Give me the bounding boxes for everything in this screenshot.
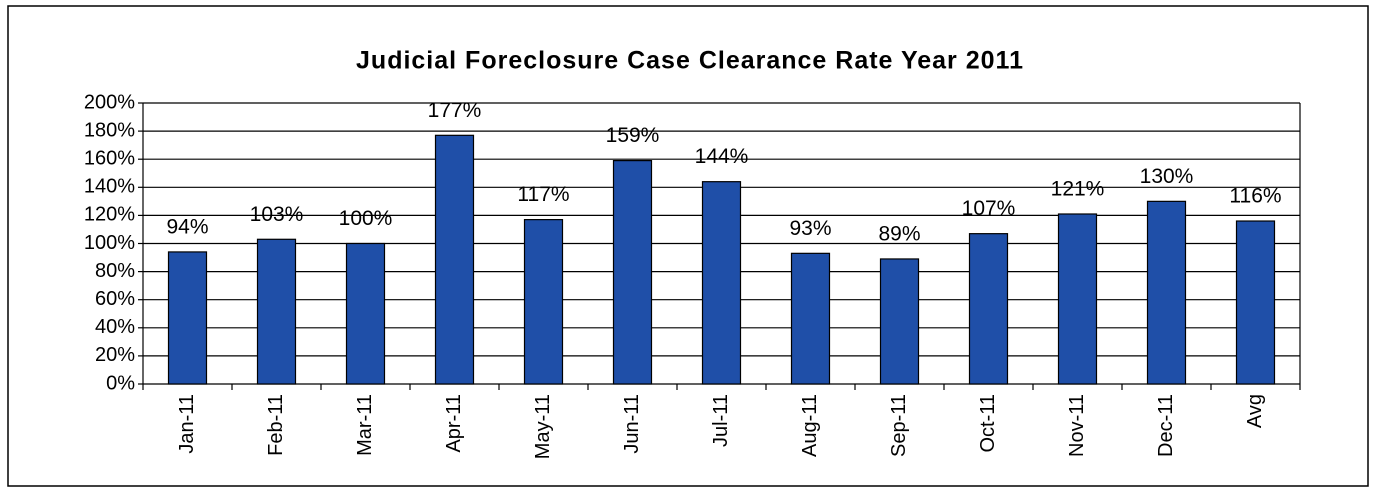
y-tick-label: 40%: [95, 316, 135, 338]
x-tick-label: Jun-11: [621, 394, 643, 454]
x-tick-label: Jul-11: [710, 394, 732, 447]
x-tick-label: May-11: [532, 394, 554, 459]
data-label: 107%: [962, 197, 1016, 220]
bar: [523, 219, 564, 385]
x-tick-label: Aug-11: [799, 394, 821, 457]
y-tick-label: 180%: [84, 119, 135, 141]
x-tick-label: Nov-11: [1066, 394, 1088, 457]
x-tick-label: Feb-11: [265, 394, 287, 456]
data-label: 94%: [166, 215, 208, 238]
bar: [434, 134, 475, 385]
bar: [879, 258, 920, 385]
x-tick-label: Oct-11: [977, 394, 999, 453]
data-label: 116%: [1229, 185, 1281, 208]
data-label: 159%: [606, 124, 660, 147]
y-tick-label: 140%: [84, 176, 135, 198]
bar: [1057, 213, 1098, 385]
bar: [256, 238, 297, 385]
y-tick-label: 20%: [95, 344, 135, 366]
data-label: 100%: [339, 207, 393, 230]
y-tick-label: 120%: [84, 204, 135, 226]
bar: [1146, 200, 1187, 385]
x-tick-label: Jan-11: [176, 394, 198, 454]
data-label: 89%: [878, 223, 920, 246]
y-tick-label: 100%: [84, 232, 135, 254]
x-tick-label: Dec-11: [1155, 394, 1177, 457]
data-label: 177%: [428, 99, 482, 122]
chart-frame: [7, 5, 1369, 487]
data-label: 144%: [695, 145, 749, 168]
bar: [612, 160, 653, 385]
x-tick-label: Mar-11: [354, 394, 376, 456]
bar: [167, 251, 208, 385]
bar: [790, 252, 831, 385]
x-tick-label: Apr-11: [443, 394, 465, 453]
y-tick-label: 80%: [95, 260, 135, 282]
y-tick-label: 60%: [95, 288, 135, 310]
data-label: 130%: [1140, 165, 1194, 188]
y-tick-label: 200%: [84, 91, 135, 113]
bar: [701, 181, 742, 385]
data-label: 121%: [1051, 178, 1105, 201]
bar: [968, 233, 1009, 385]
chart-title: Judicial Foreclosure Case Clearance Rate…: [356, 47, 1024, 75]
x-tick-label: Sep-11: [888, 394, 910, 457]
bar: [1235, 220, 1276, 385]
data-label: 93%: [789, 217, 831, 240]
data-label: 117%: [517, 183, 569, 206]
bar: [345, 242, 386, 385]
data-label: 103%: [250, 203, 304, 226]
x-tick-label: Avg: [1244, 394, 1266, 428]
y-tick-label: 160%: [84, 147, 135, 169]
y-tick-label: 0%: [106, 372, 135, 394]
